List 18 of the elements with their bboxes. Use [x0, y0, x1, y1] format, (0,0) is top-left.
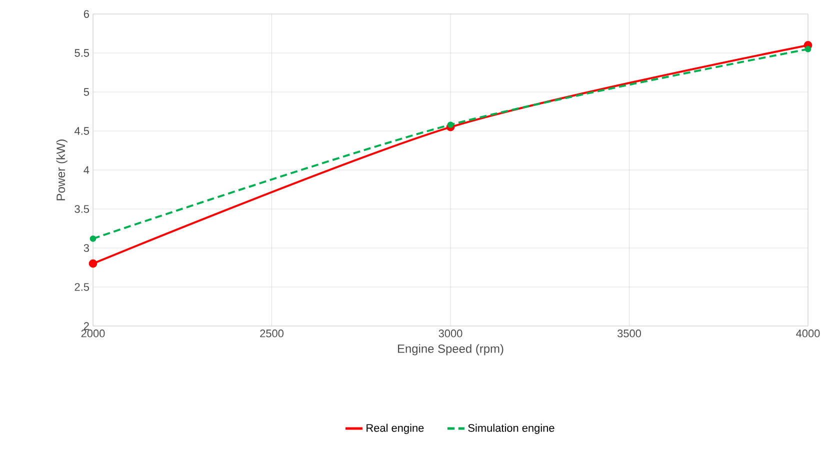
y-axis-title: Power (kW)	[56, 140, 68, 200]
y-tick-label: 3.5	[74, 205, 90, 213]
y-tick-label: 5.5	[74, 49, 90, 57]
x-tick-label: 4000	[796, 330, 820, 338]
x-tick-label: 3000	[438, 330, 462, 338]
x-axis-title: Engine Speed (rpm)	[398, 344, 504, 356]
y-tick-label: 4	[84, 166, 90, 174]
legend-label: Real engine	[366, 424, 424, 434]
y-tick-label: 5	[84, 88, 90, 96]
y-tick-label: 2	[84, 322, 89, 330]
x-tick-label: 2500	[260, 330, 284, 338]
y-tick-label: 2.5	[74, 283, 90, 291]
x-tick-label: 3500	[617, 330, 641, 338]
y-tick-label: 4.5	[74, 127, 90, 135]
y-tick-label: 6	[84, 10, 89, 18]
x-tick-label: 2000	[81, 330, 105, 338]
y-tick-label: 3	[84, 244, 89, 252]
legend-label: Simulation engine	[468, 424, 554, 434]
